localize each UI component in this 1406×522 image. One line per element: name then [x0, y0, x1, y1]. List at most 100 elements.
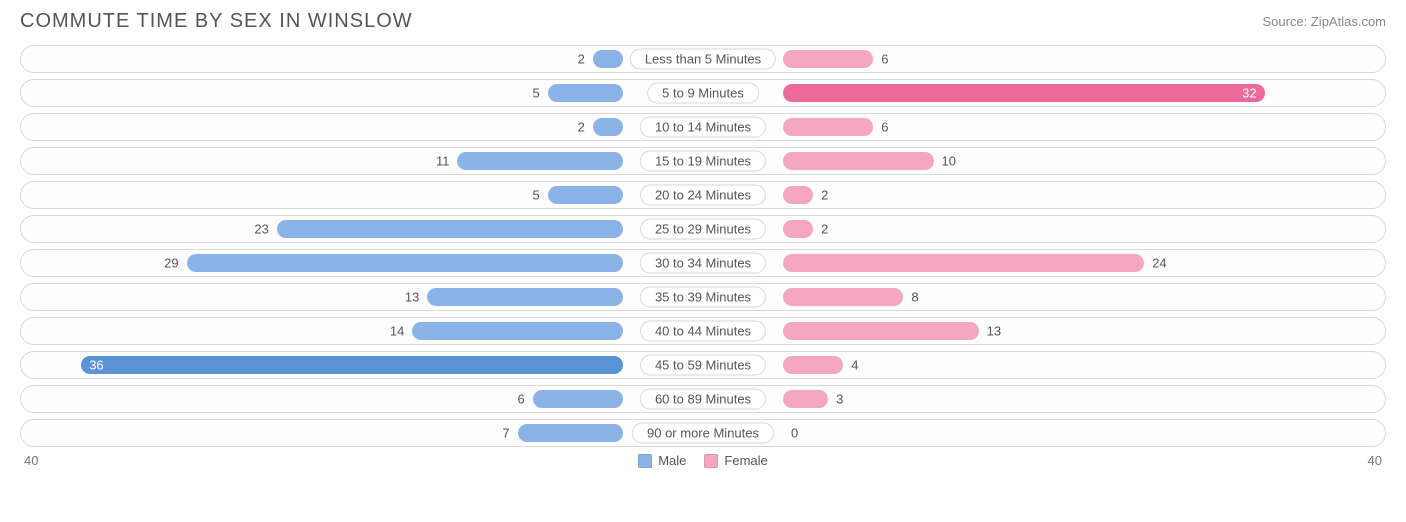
category-label: 45 to 59 Minutes [640, 355, 766, 376]
half-male: 5 [21, 182, 703, 208]
legend-item-male: Male [638, 453, 686, 468]
chart-title: COMMUTE TIME BY SEX IN WINSLOW [20, 10, 413, 33]
bar-female: 4 [783, 356, 843, 374]
value-male: 6 [517, 392, 524, 407]
legend: Male Female [638, 453, 768, 468]
category-label: 40 to 44 Minutes [640, 321, 766, 342]
value-male: 2 [578, 52, 585, 67]
bar-male: 5 [548, 186, 623, 204]
chart-row: 5 32 5 to 9 Minutes [20, 79, 1386, 107]
value-male: 2 [578, 120, 585, 135]
half-female: 2 [703, 216, 1385, 242]
half-female: 32 [703, 80, 1385, 106]
category-label: 15 to 19 Minutes [640, 151, 766, 172]
category-label: 60 to 89 Minutes [640, 389, 766, 410]
half-female: 24 [703, 250, 1385, 276]
half-male: 5 [21, 80, 703, 106]
value-female: 6 [881, 120, 888, 135]
chart-row: 2 6 10 to 14 Minutes [20, 113, 1386, 141]
half-male: 14 [21, 318, 703, 344]
half-male: 2 [21, 46, 703, 72]
value-male: 5 [533, 188, 540, 203]
value-male: 23 [254, 222, 268, 237]
value-female: 8 [911, 290, 918, 305]
chart-row: 14 13 40 to 44 Minutes [20, 317, 1386, 345]
swatch-male [638, 454, 652, 468]
bar-male: 29 [187, 254, 623, 272]
half-female: 2 [703, 182, 1385, 208]
value-male: 29 [164, 256, 178, 271]
bar-female: 6 [783, 118, 873, 136]
half-female: 6 [703, 114, 1385, 140]
category-label: 10 to 14 Minutes [640, 117, 766, 138]
half-female: 0 [703, 420, 1385, 446]
half-male: 29 [21, 250, 703, 276]
half-female: 6 [703, 46, 1385, 72]
bar-male: 2 [593, 50, 623, 68]
half-male: 2 [21, 114, 703, 140]
bar-male: 2 [593, 118, 623, 136]
value-female: 24 [1152, 256, 1166, 271]
chart-header: COMMUTE TIME BY SEX IN WINSLOW Source: Z… [20, 10, 1386, 33]
chart-row: 7 0 90 or more Minutes [20, 419, 1386, 447]
value-male: 36 [89, 358, 103, 373]
chart-footer: 40 Male Female 40 [20, 453, 1386, 468]
bar-female: 8 [783, 288, 903, 306]
axis-max-right: 40 [1368, 453, 1382, 468]
category-label: 90 or more Minutes [632, 423, 774, 444]
chart-source: Source: ZipAtlas.com [1262, 14, 1386, 29]
half-female: 4 [703, 352, 1385, 378]
category-label: 5 to 9 Minutes [647, 83, 759, 104]
chart-row: 6 3 60 to 89 Minutes [20, 385, 1386, 413]
bar-male: 13 [427, 288, 623, 306]
category-label: 20 to 24 Minutes [640, 185, 766, 206]
bar-female: 32 [783, 84, 1265, 102]
axis-max-left: 40 [24, 453, 38, 468]
value-female: 4 [851, 358, 858, 373]
legend-label-female: Female [724, 453, 767, 468]
half-male: 23 [21, 216, 703, 242]
bar-female: 10 [783, 152, 934, 170]
chart-row: 13 8 35 to 39 Minutes [20, 283, 1386, 311]
chart-row: 5 2 20 to 24 Minutes [20, 181, 1386, 209]
swatch-female [704, 454, 718, 468]
bar-female: 24 [783, 254, 1144, 272]
bar-male: 11 [457, 152, 623, 170]
half-male: 13 [21, 284, 703, 310]
category-label: 35 to 39 Minutes [640, 287, 766, 308]
half-female: 3 [703, 386, 1385, 412]
value-female: 2 [821, 222, 828, 237]
value-female: 3 [836, 392, 843, 407]
value-female: 2 [821, 188, 828, 203]
bar-male: 23 [277, 220, 623, 238]
legend-label-male: Male [658, 453, 686, 468]
half-female: 10 [703, 148, 1385, 174]
bar-female: 2 [783, 220, 813, 238]
bar-male: 5 [548, 84, 623, 102]
category-label: Less than 5 Minutes [630, 49, 776, 70]
chart-row: 36 4 45 to 59 Minutes [20, 351, 1386, 379]
bar-male: 6 [533, 390, 623, 408]
half-male: 11 [21, 148, 703, 174]
half-female: 13 [703, 318, 1385, 344]
bar-male: 14 [412, 322, 623, 340]
value-male: 5 [533, 86, 540, 101]
legend-item-female: Female [704, 453, 767, 468]
bar-female: 2 [783, 186, 813, 204]
value-female: 32 [1242, 86, 1256, 101]
half-female: 8 [703, 284, 1385, 310]
half-male: 36 [21, 352, 703, 378]
chart-container: COMMUTE TIME BY SEX IN WINSLOW Source: Z… [0, 0, 1406, 522]
category-label: 25 to 29 Minutes [640, 219, 766, 240]
chart-rows: 26Less than 5 Minutes5325 to 9 Minutes26… [20, 45, 1386, 447]
value-male: 13 [405, 290, 419, 305]
chart-row: 29 24 30 to 34 Minutes [20, 249, 1386, 277]
half-male: 7 [21, 420, 703, 446]
value-female: 13 [987, 324, 1001, 339]
value-male: 11 [436, 154, 450, 169]
value-female: 0 [791, 426, 798, 441]
bar-male: 7 [518, 424, 623, 442]
category-label: 30 to 34 Minutes [640, 253, 766, 274]
bar-female: 6 [783, 50, 873, 68]
value-female: 6 [881, 52, 888, 67]
